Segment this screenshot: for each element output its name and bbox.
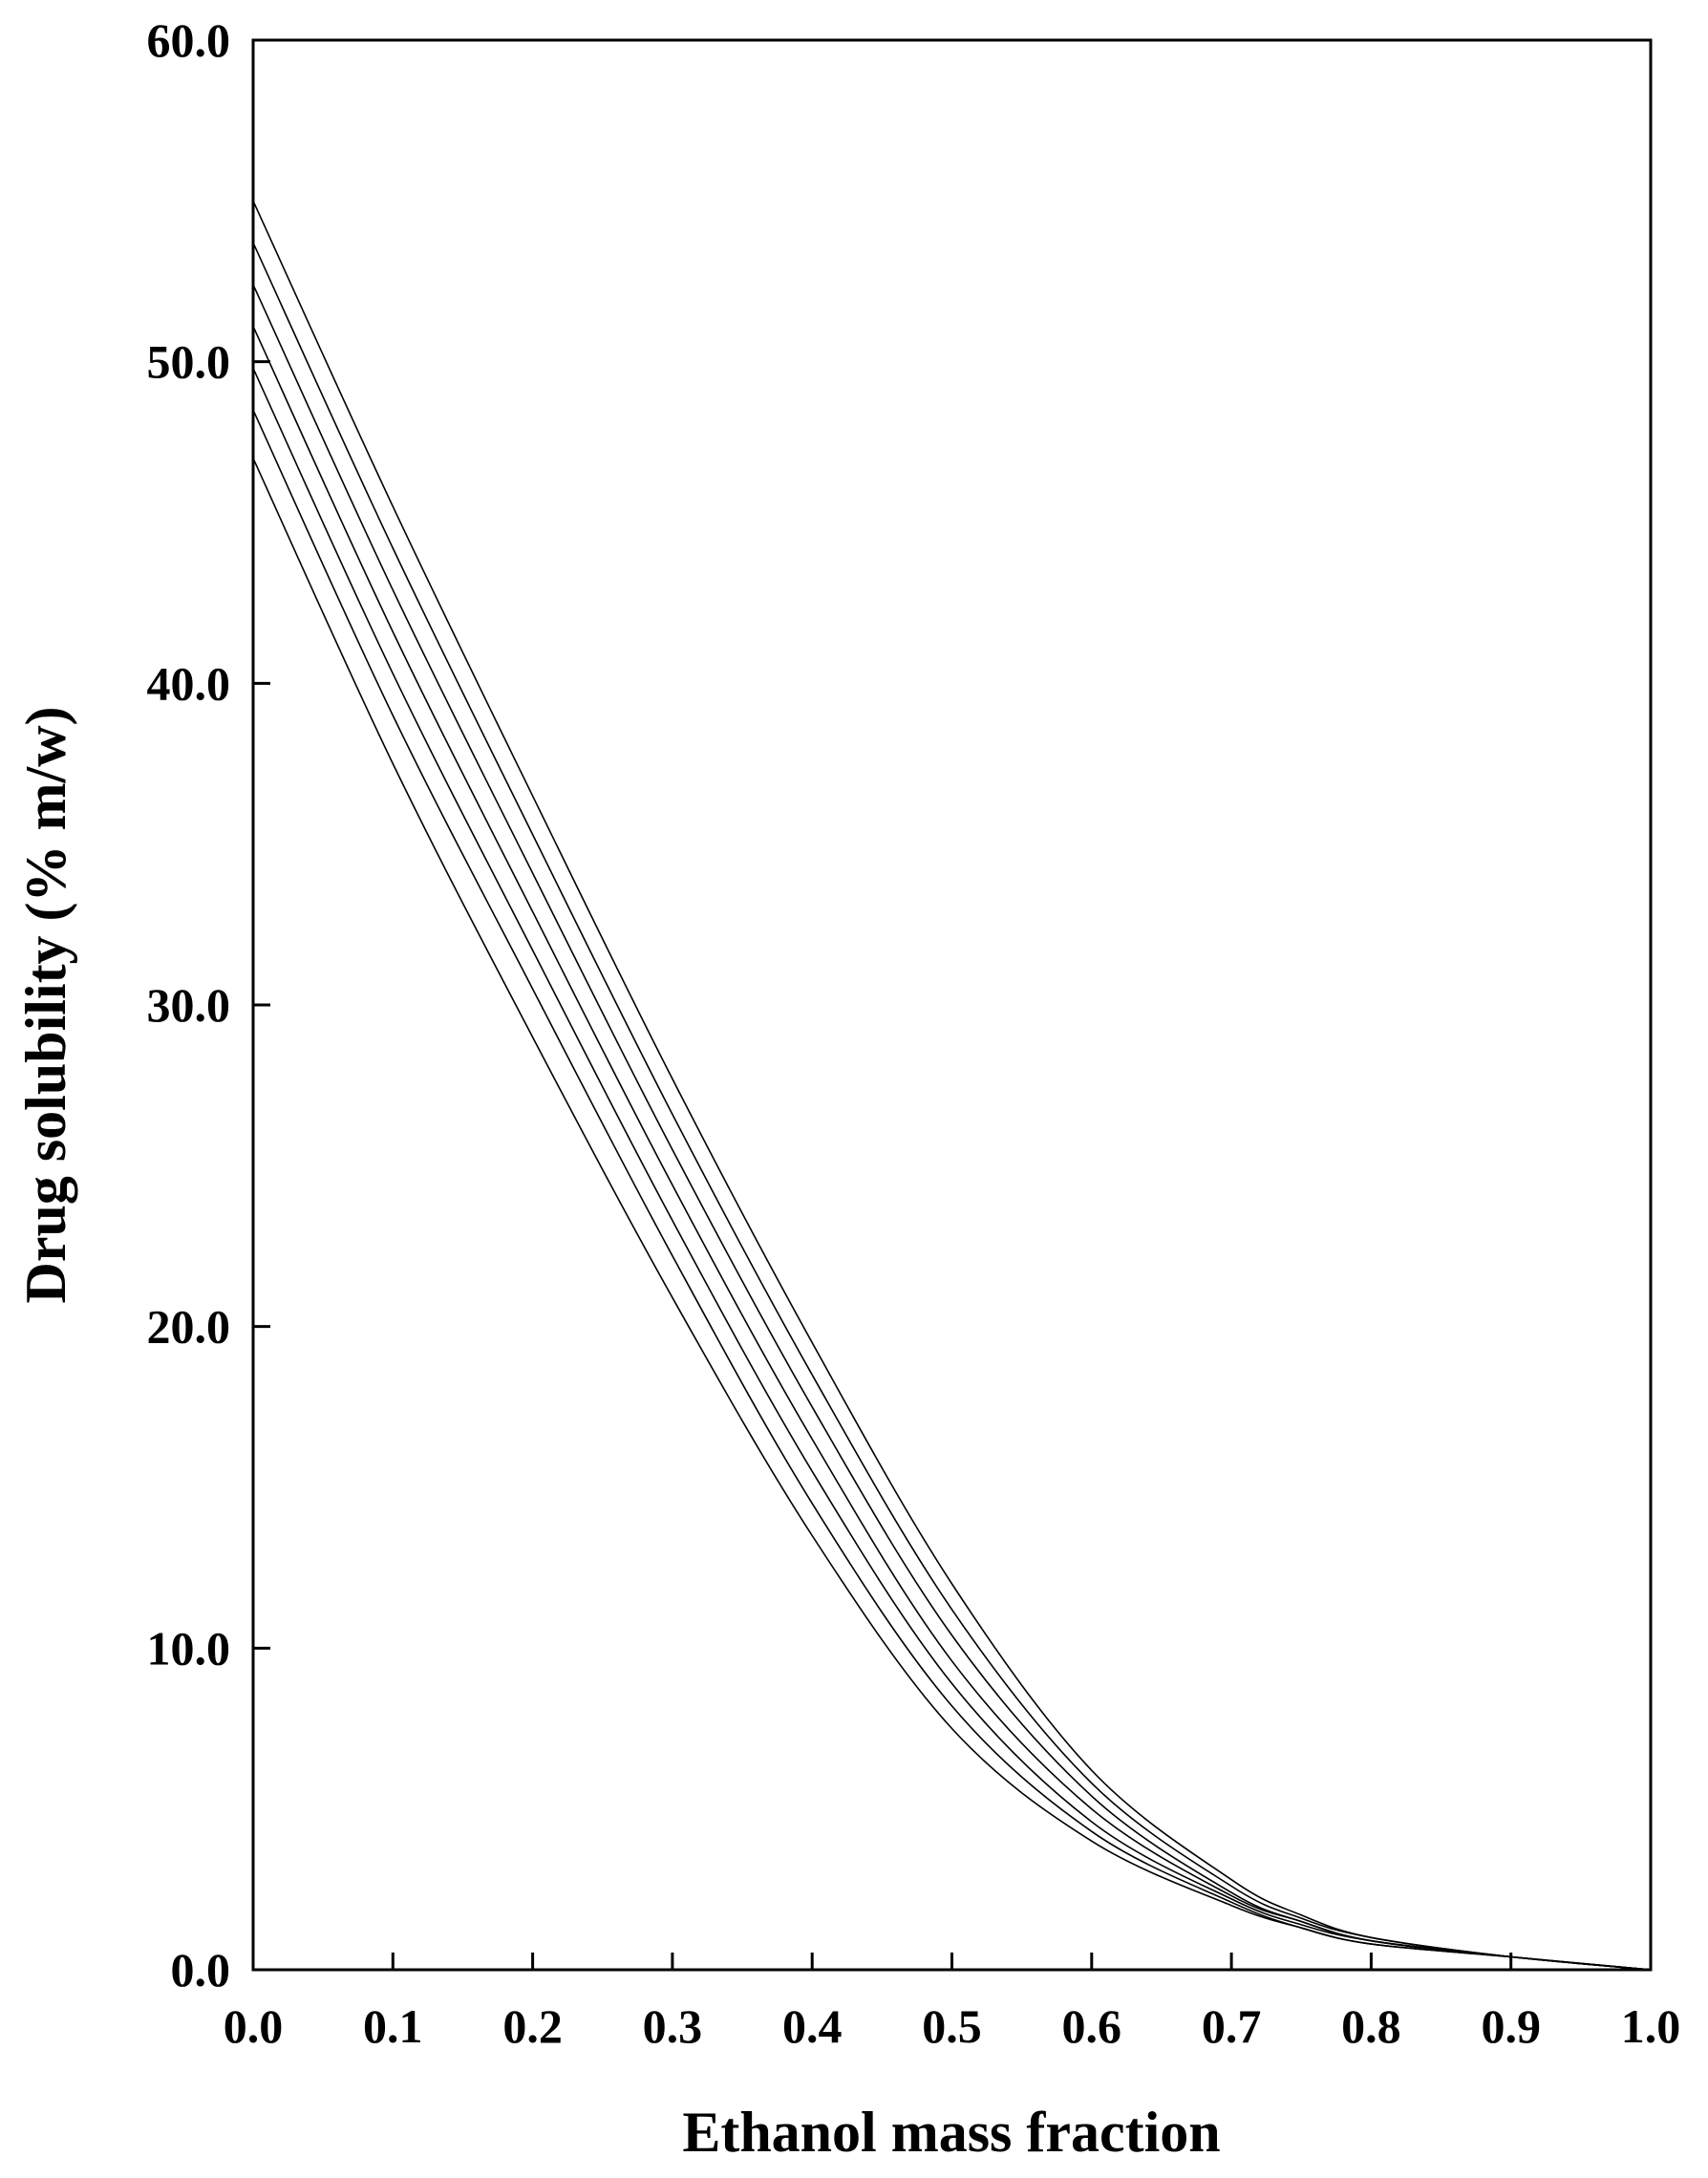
x-tick-label: 1.0 bbox=[1621, 1999, 1681, 2053]
x-tick-label: 0.5 bbox=[922, 1999, 982, 2053]
x-tick-label: 0.3 bbox=[643, 1999, 703, 2053]
y-tick-label: 50.0 bbox=[147, 335, 231, 389]
x-tick-label: 0.1 bbox=[363, 1999, 423, 2053]
x-tick-label: 0.8 bbox=[1341, 1999, 1401, 2053]
x-tick-label: 0.2 bbox=[502, 1999, 563, 2053]
y-axis-ticks: 0.0 10.0 20.0 30.0 40.0 50.0 60.0 bbox=[147, 13, 270, 1996]
y-tick-label: 30.0 bbox=[147, 978, 231, 1032]
x-tick-label: 0.0 bbox=[224, 1999, 284, 2053]
y-tick-label: 40.0 bbox=[147, 656, 231, 710]
series-line-7 bbox=[252, 458, 1652, 1971]
x-tick-label: 0.6 bbox=[1062, 1999, 1122, 2053]
y-axis-label: Drug solubility (% m/w) bbox=[14, 706, 77, 1303]
plot-area bbox=[251, 38, 1653, 1972]
x-tick-label: 0.4 bbox=[782, 1999, 843, 2053]
y-tick-label: 0.0 bbox=[171, 1943, 231, 1996]
y-tick-label: 20.0 bbox=[147, 1300, 231, 1354]
x-tick-label: 0.7 bbox=[1202, 1999, 1262, 2053]
series-line-2 bbox=[252, 242, 1652, 1971]
series-line-5 bbox=[252, 368, 1652, 1971]
x-axis-label: Ethanol mass fraction bbox=[682, 2101, 1220, 2164]
x-tick-label: 0.9 bbox=[1481, 1999, 1541, 2053]
series-lines bbox=[252, 200, 1652, 1971]
x-axis-ticks: 0.0 0.1 0.2 0.3 0.4 0.5 0.6 0.7 0.8 0.9 1.0 bbox=[224, 1953, 1681, 2053]
y-tick-label: 60.0 bbox=[147, 13, 231, 67]
y-tick-label: 10.0 bbox=[147, 1621, 231, 1675]
